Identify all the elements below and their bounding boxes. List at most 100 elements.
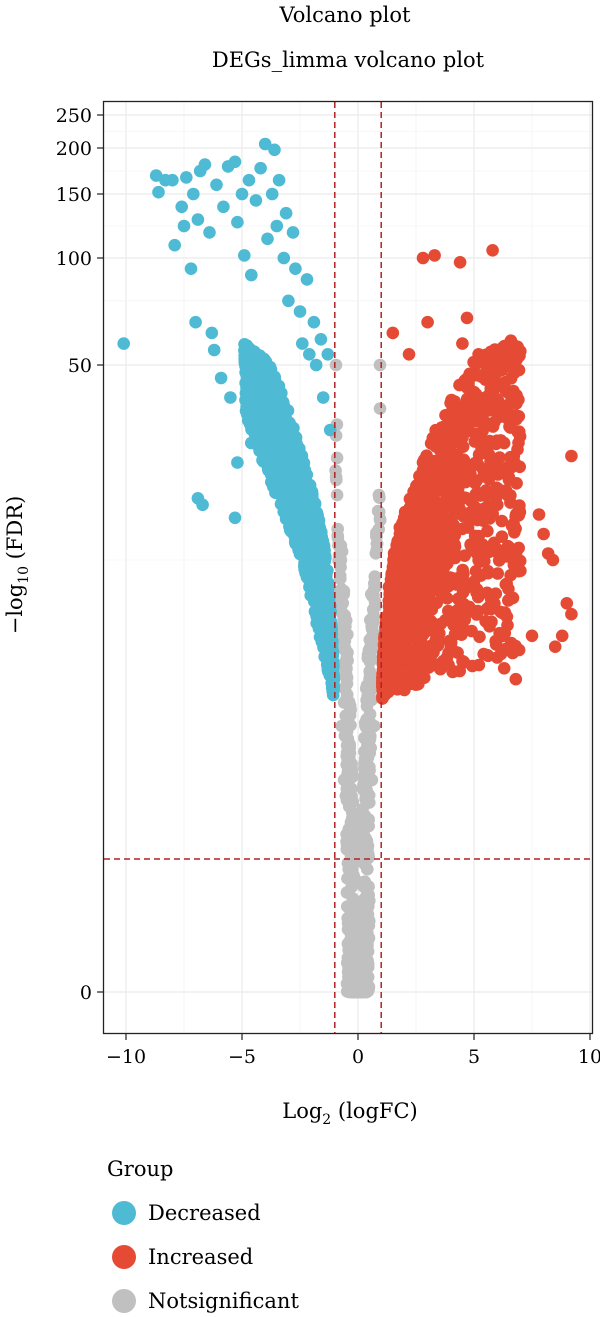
notsignificant-point bbox=[358, 761, 371, 775]
notsignificant-point bbox=[341, 911, 355, 925]
increased-point bbox=[402, 568, 416, 582]
decreased-point bbox=[279, 206, 293, 220]
decreased-point bbox=[271, 486, 285, 500]
decreased-point bbox=[187, 187, 200, 201]
notsignificant-point bbox=[373, 402, 387, 415]
increased-point bbox=[456, 563, 470, 577]
decreased-point bbox=[217, 200, 230, 214]
increased-point bbox=[446, 492, 460, 505]
decreased-point bbox=[273, 449, 286, 462]
increased-point bbox=[396, 626, 410, 640]
notsignificant-point bbox=[340, 835, 353, 848]
increased-point bbox=[403, 501, 417, 514]
notsignificant-point bbox=[368, 570, 382, 583]
decreased-point bbox=[224, 391, 237, 404]
increased-point bbox=[481, 566, 495, 580]
increased-point bbox=[509, 345, 522, 359]
notsignificant-point bbox=[361, 690, 374, 703]
notsignificant-point bbox=[372, 523, 386, 536]
notsignificant-point bbox=[335, 599, 348, 612]
increased-point bbox=[502, 540, 516, 554]
increased-point bbox=[419, 622, 433, 635]
y-tick-label: 50 bbox=[68, 355, 92, 377]
decreased-point bbox=[245, 268, 258, 282]
legend-label: Increased bbox=[148, 1245, 253, 1269]
decreased-point bbox=[323, 423, 337, 437]
decreased-point bbox=[274, 386, 288, 400]
increased-point bbox=[391, 645, 405, 658]
increased-point bbox=[431, 632, 444, 646]
legend-label: Notsignificant bbox=[148, 1289, 299, 1313]
increased-point bbox=[537, 527, 550, 541]
notsignificant-point bbox=[356, 934, 369, 948]
increased-point bbox=[432, 423, 446, 437]
notsignificant-point bbox=[357, 811, 371, 824]
increased-point bbox=[458, 491, 472, 505]
increased-point bbox=[468, 529, 482, 543]
decreased-point bbox=[320, 565, 334, 578]
increased-point bbox=[440, 482, 453, 496]
increased-point bbox=[480, 542, 494, 556]
decreased-point bbox=[214, 371, 228, 385]
increased-point bbox=[413, 631, 426, 645]
increased-point bbox=[434, 541, 448, 555]
decreased-point bbox=[316, 391, 330, 404]
decreased-point bbox=[228, 155, 242, 169]
increased-point bbox=[384, 662, 397, 675]
notsignificant-point bbox=[365, 773, 379, 787]
increased-point bbox=[487, 416, 501, 429]
x-tick-label: 10 bbox=[578, 1046, 600, 1068]
increased-point bbox=[451, 433, 464, 446]
notsignificant-point bbox=[330, 451, 344, 465]
increased-point bbox=[458, 549, 472, 562]
increased-point bbox=[425, 573, 439, 587]
notsignificant-point bbox=[345, 790, 358, 803]
decreased-point bbox=[312, 622, 326, 635]
increased-point bbox=[468, 512, 482, 525]
increased-point bbox=[402, 348, 416, 361]
y-tick-label: 250 bbox=[56, 105, 92, 127]
decreased-point bbox=[240, 407, 254, 421]
decreased-point bbox=[283, 416, 296, 430]
increased-point bbox=[491, 567, 505, 580]
legend-title: Group bbox=[107, 1157, 173, 1181]
decreased-point bbox=[235, 187, 249, 201]
increased-point bbox=[408, 558, 421, 571]
notsignificant-point bbox=[329, 470, 343, 484]
decreased-point bbox=[177, 219, 191, 233]
increased-point bbox=[466, 659, 479, 673]
notsignificant-point bbox=[356, 948, 370, 962]
increased-point bbox=[489, 437, 503, 451]
decreased-point bbox=[286, 458, 300, 472]
legend-swatch bbox=[112, 1245, 136, 1269]
increased-point bbox=[418, 602, 432, 616]
increased-point bbox=[513, 460, 526, 474]
increased-point bbox=[376, 650, 390, 663]
increased-point bbox=[483, 620, 496, 633]
notsignificant-point bbox=[352, 971, 366, 984]
x-tick-label: 5 bbox=[468, 1046, 480, 1068]
legend-label: Decreased bbox=[148, 1201, 261, 1225]
y-tick-label: 200 bbox=[56, 138, 92, 160]
increased-point bbox=[434, 617, 447, 631]
decreased-point bbox=[249, 375, 263, 388]
decreased-point bbox=[249, 384, 263, 397]
increased-point bbox=[447, 618, 461, 632]
decreased-point bbox=[286, 226, 300, 239]
decreased-point bbox=[249, 194, 263, 207]
decreased-point bbox=[152, 185, 165, 199]
increased-point bbox=[490, 651, 504, 664]
notsignificant-point bbox=[361, 900, 375, 914]
decreased-point bbox=[277, 251, 291, 265]
decreased-point bbox=[308, 605, 322, 618]
notsignificant-point bbox=[341, 900, 354, 913]
notsignificant-point bbox=[351, 985, 365, 999]
decreased-point bbox=[246, 364, 260, 378]
decreased-point bbox=[261, 232, 274, 246]
increased-point bbox=[385, 568, 398, 582]
increased-point bbox=[453, 255, 467, 269]
legend: Group Decreased Increased Notsignificant bbox=[107, 1157, 299, 1313]
decreased-point bbox=[268, 143, 281, 157]
decreased-point bbox=[166, 173, 179, 187]
notsignificant-point bbox=[342, 961, 356, 975]
